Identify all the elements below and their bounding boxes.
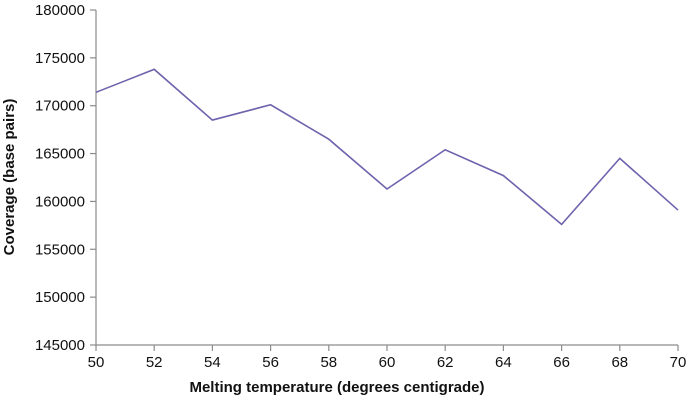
x-tick-label: 56 [262,354,279,371]
x-tick-label: 68 [611,354,628,371]
y-tick-label: 145000 [35,337,85,354]
x-axis-ticks: 50 52 54 56 58 60 62 64 66 68 70 [88,345,687,371]
y-tick-label: 170000 [35,98,85,115]
x-axis-title: Melting temperature (degrees centigrade) [189,379,484,396]
x-tick-label: 52 [146,354,163,371]
y-tick-label: 175000 [35,50,85,67]
y-tick-label: 155000 [35,241,85,258]
y-axis-ticks: 145000 150000 155000 160000 165000 170000 1750… [35,2,96,354]
x-tick-label: 58 [320,354,337,371]
x-tick-label: 60 [379,354,396,371]
x-tick-label: 54 [204,354,221,371]
y-tick-label: 150000 [35,289,85,306]
x-tick-label: 66 [553,354,570,371]
y-tick-label: 165000 [35,146,85,163]
y-tick-label: 180000 [35,2,85,19]
x-tick-label: 50 [88,354,105,371]
x-tick-label: 64 [495,354,512,371]
y-tick-label: 160000 [35,193,85,210]
series-line [95,68,679,226]
x-tick-label: 62 [437,354,454,371]
x-tick-label: 70 [670,354,687,371]
series-group [95,68,679,226]
axes [95,10,678,346]
y-axis-title: Coverage (base pairs) [1,99,18,256]
